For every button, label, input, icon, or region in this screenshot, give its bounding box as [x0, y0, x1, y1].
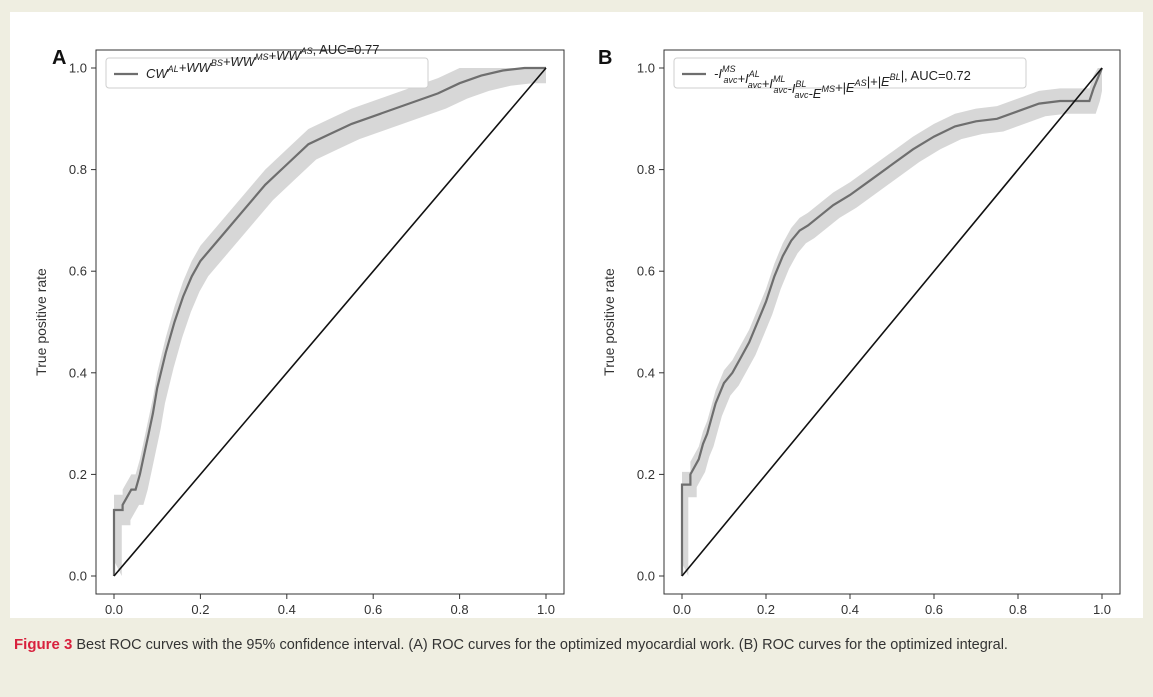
- legend-box: [673, 57, 1027, 89]
- y-tick-label: 0.8: [69, 162, 87, 177]
- x-tick-label: 0.2: [191, 602, 209, 617]
- figure-label: Figure 3: [14, 636, 73, 653]
- x-tick-label: 0.6: [925, 602, 943, 617]
- x-tick-label: 0.4: [841, 602, 859, 617]
- y-tick-label: 0.4: [69, 365, 87, 380]
- plot-frame: [663, 49, 1121, 595]
- panel-letter: B: [598, 47, 612, 69]
- chance-diagonal-line: [113, 67, 547, 577]
- legend-label: CWAL+WWBS+WWMS+WWAS, AUC=0.77: [146, 42, 380, 81]
- x-tick-label: 0.2: [757, 602, 775, 617]
- chart-panel-b: B0.00.20.40.60.81.00.00.20.40.60.81.0Fal…: [598, 47, 1121, 617]
- roc-curve-line: [680, 67, 1104, 576]
- y-tick-label: 1.0: [69, 61, 87, 76]
- y-axis-label: True positive rate: [601, 268, 617, 376]
- confidence-band: [682, 68, 1102, 576]
- y-tick-label: 0.2: [69, 467, 87, 482]
- y-tick-label: 1.0: [637, 61, 655, 76]
- y-tick-label: 0.6: [69, 264, 87, 279]
- x-tick-label: 0.8: [451, 602, 469, 617]
- x-tick-label: 0.0: [105, 602, 123, 617]
- roc-curve-line: [112, 66, 546, 576]
- x-tick-label: 0.6: [364, 602, 382, 617]
- figure-panel: A0.00.20.40.60.81.00.00.20.40.60.81.0Fal…: [10, 12, 1143, 618]
- y-tick-label: 0.4: [637, 365, 655, 380]
- legend-label: -IMS avc+IAL avc+IML avc-IBL avc-EMS+|EAS|+|…: [714, 64, 971, 101]
- chart-panel-a: A0.00.20.40.60.81.00.00.20.40.60.81.0Fal…: [33, 42, 565, 617]
- y-axis-label: True positive rate: [33, 268, 49, 376]
- y-tick-label: 0.0: [637, 569, 655, 584]
- y-tick-label: 0.6: [637, 264, 655, 279]
- x-tick-label: 1.0: [1093, 602, 1111, 617]
- legend-box: [105, 57, 429, 89]
- x-tick-label: 0.4: [278, 602, 296, 617]
- x-tick-label: 0.8: [1009, 602, 1027, 617]
- plot-frame: [95, 49, 565, 595]
- y-tick-label: 0.0: [69, 569, 87, 584]
- chance-diagonal-line: [681, 67, 1103, 577]
- y-tick-label: 0.2: [637, 467, 655, 482]
- y-tick-label: 0.8: [637, 162, 655, 177]
- caption-text: Best ROC curves with the 95% confidence …: [76, 637, 1008, 653]
- figure-caption: Figure 3 Best ROC curves with the 95% co…: [14, 634, 1136, 656]
- x-tick-label: 0.0: [673, 602, 691, 617]
- panel-letter: A: [52, 47, 66, 69]
- x-tick-label: 1.0: [537, 602, 555, 617]
- roc-figure: A0.00.20.40.60.81.00.00.20.40.60.81.0Fal…: [33, 42, 1121, 617]
